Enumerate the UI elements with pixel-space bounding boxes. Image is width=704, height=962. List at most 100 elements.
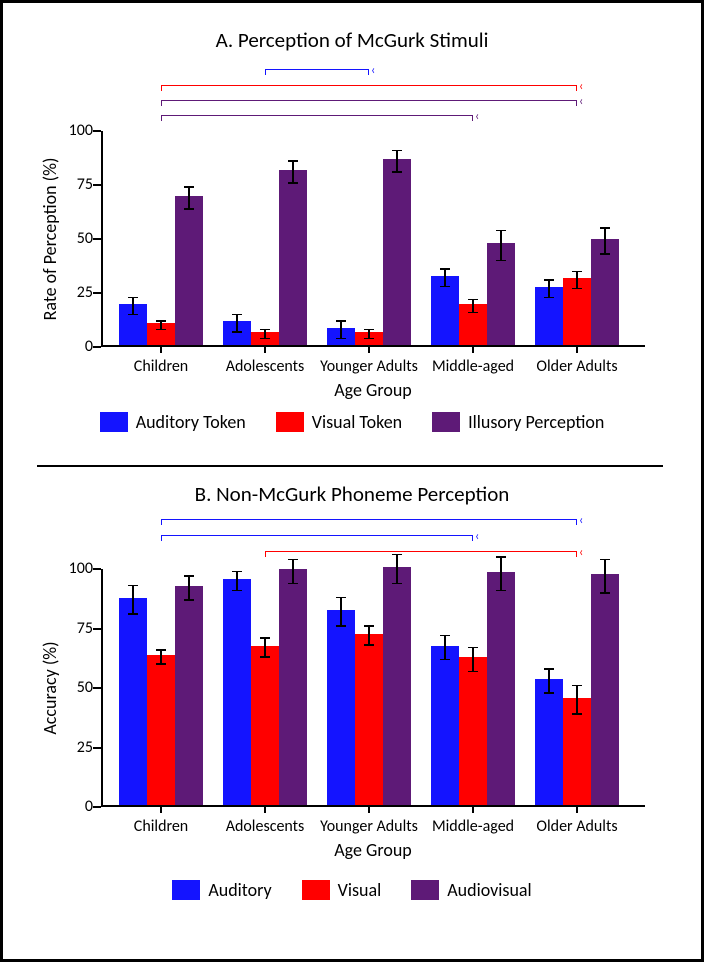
y-tick-label: 25	[57, 738, 93, 757]
bar	[591, 574, 619, 805]
legend-label: Auditory Token	[136, 411, 246, 433]
legend-label: Visual	[338, 879, 382, 901]
legend-swatch	[276, 412, 304, 432]
x-tick	[368, 805, 370, 813]
significance-bracket	[265, 551, 577, 557]
panel-title: B. Non-McGurk Phoneme Perception	[3, 481, 701, 507]
x-tick	[576, 805, 578, 813]
significance-bracket	[265, 69, 369, 75]
significance-arrow-icon: ‹	[579, 83, 583, 91]
plot-area	[101, 131, 645, 347]
error-cap	[544, 668, 554, 670]
bar	[355, 634, 383, 805]
y-tick	[93, 628, 101, 630]
error-cap	[572, 685, 582, 687]
error-cap	[468, 647, 478, 649]
error-cap	[232, 314, 242, 316]
bar	[223, 579, 251, 805]
error-cap	[364, 329, 374, 331]
error-cap	[496, 230, 506, 232]
category-label: Older Adults	[517, 357, 637, 376]
legend-swatch	[411, 880, 439, 900]
error-cap	[364, 625, 374, 627]
significance-arrow-icon: ‹	[579, 549, 583, 557]
y-tick	[93, 568, 101, 570]
y-tick-label: 100	[57, 559, 93, 578]
y-tick	[93, 130, 101, 132]
legend-item: Visual Token	[276, 411, 402, 433]
y-tick-label: 50	[57, 678, 93, 697]
bar	[327, 610, 355, 805]
category-label: Children	[101, 357, 221, 376]
legend-swatch	[302, 880, 330, 900]
legend: Auditory Token Visual Token Illusory Perce…	[3, 411, 701, 433]
error-cap	[392, 150, 402, 152]
legend-swatch	[432, 412, 460, 432]
legend-item: Illusory Perception	[432, 411, 604, 433]
y-tick	[93, 238, 101, 240]
error-cap	[572, 271, 582, 273]
category-label: Adolescents	[205, 817, 325, 836]
y-tick	[93, 806, 101, 808]
y-tick-label: 50	[57, 229, 93, 248]
category-label: Older Adults	[517, 817, 637, 836]
legend-swatch	[100, 412, 128, 432]
bar	[251, 332, 279, 345]
legend-label: Auditory	[208, 879, 271, 901]
bar	[459, 657, 487, 805]
bar	[355, 332, 383, 345]
legend-label: Visual Token	[312, 411, 402, 433]
legend-swatch	[172, 880, 200, 900]
significance-arrow-icon: ‹	[579, 98, 583, 106]
bar	[383, 159, 411, 345]
bar	[147, 323, 175, 345]
error-cap	[184, 186, 194, 188]
category-label: Younger Adults	[309, 817, 429, 836]
error-cap	[288, 559, 298, 561]
legend-item: Audiovisual	[411, 879, 531, 901]
error-cap	[260, 329, 270, 331]
significance-arrow-icon: ‹	[475, 533, 479, 541]
legend: Auditory Visual Audiovisual	[3, 879, 701, 901]
error-cap	[468, 299, 478, 301]
significance-bracket	[161, 115, 473, 121]
x-tick	[472, 345, 474, 353]
category-label: Younger Adults	[309, 357, 429, 376]
y-tick-label: 0	[57, 337, 93, 356]
bar	[591, 239, 619, 345]
error-cap	[128, 585, 138, 587]
bar	[459, 304, 487, 345]
error-cap	[440, 635, 450, 637]
plot-area	[101, 569, 645, 807]
bar	[279, 170, 307, 345]
bar	[431, 276, 459, 345]
bar	[223, 321, 251, 345]
panel-title: A. Perception of McGurk Stimuli	[3, 27, 701, 53]
x-tick	[264, 345, 266, 353]
bar	[175, 586, 203, 805]
legend-label: Illusory Perception	[468, 411, 604, 433]
bar	[383, 567, 411, 805]
significance-arrow-icon: ‹	[579, 517, 583, 525]
y-tick-label: 75	[57, 175, 93, 194]
y-tick	[93, 346, 101, 348]
bar	[327, 328, 355, 345]
bar	[535, 679, 563, 805]
significance-bracket	[161, 85, 577, 91]
bar	[563, 278, 591, 345]
bar	[487, 572, 515, 805]
error-cap	[600, 227, 610, 229]
y-tick	[93, 184, 101, 186]
y-axis-label: Rate of Perception (%)	[39, 158, 61, 321]
bar	[487, 243, 515, 345]
x-tick	[368, 345, 370, 353]
category-label: Middle-aged	[413, 357, 533, 376]
bar	[251, 646, 279, 805]
error-cap	[336, 597, 346, 599]
y-tick-label: 0	[57, 797, 93, 816]
x-tick	[160, 805, 162, 813]
x-tick	[264, 805, 266, 813]
bar	[175, 196, 203, 345]
category-label: Adolescents	[205, 357, 325, 376]
error-cap	[288, 160, 298, 162]
